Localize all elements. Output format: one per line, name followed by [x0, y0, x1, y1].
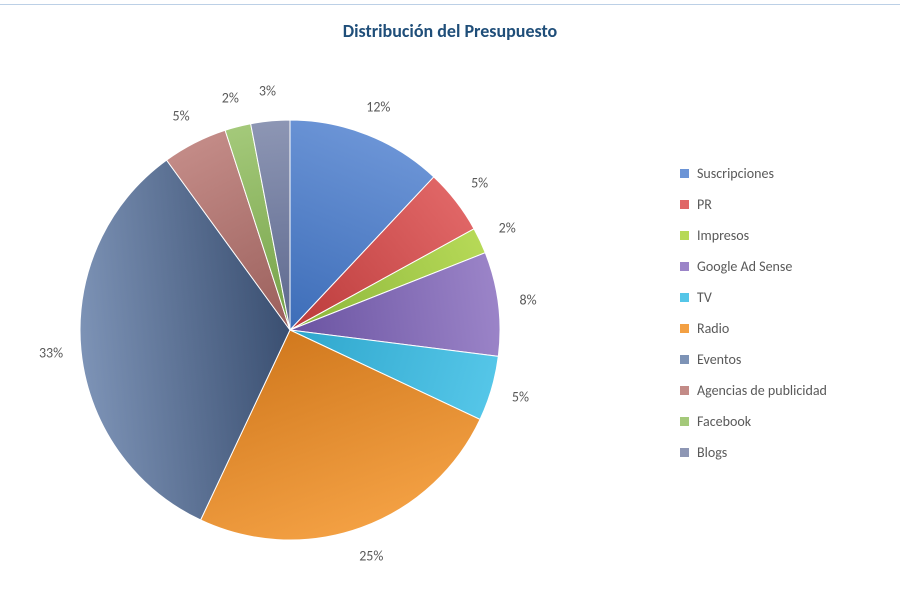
legend-swatch [680, 200, 689, 209]
legend-swatch [680, 231, 689, 240]
legend-item: Agencias de publicidad [680, 382, 827, 399]
slice-label: 5% [512, 388, 529, 405]
pie-chart [30, 70, 550, 590]
slice-label: 2% [499, 219, 516, 236]
legend-label: Blogs [697, 444, 727, 461]
legend-label: TV [697, 289, 712, 306]
legend-label: Eventos [697, 351, 741, 368]
legend-swatch [680, 262, 689, 271]
legend-item: Radio [680, 320, 827, 337]
legend-item: Eventos [680, 351, 827, 368]
slice-label: 5% [172, 108, 189, 125]
legend-swatch [680, 417, 689, 426]
legend-swatch [680, 293, 689, 302]
legend-item: Blogs [680, 444, 827, 461]
legend-swatch [680, 355, 689, 364]
legend-item: Facebook [680, 413, 827, 430]
legend-item: Google Ad Sense [680, 258, 827, 275]
legend-swatch [680, 324, 689, 333]
slice-label: 12% [366, 98, 390, 115]
legend-label: Agencias de publicidad [697, 382, 827, 399]
legend-item: Impresos [680, 227, 827, 244]
legend-swatch [680, 386, 689, 395]
slice-label: 8% [520, 291, 537, 308]
legend-label: Suscripciones [697, 165, 774, 182]
legend-label: Google Ad Sense [697, 258, 792, 275]
slice-label: 33% [39, 344, 63, 361]
slice-label: 2% [222, 89, 239, 106]
legend-item: TV [680, 289, 827, 306]
legend: Suscripciones PR Impresos Google Ad Sense TV… [680, 165, 827, 475]
slice-label: 3% [259, 83, 276, 100]
legend-label: PR [697, 196, 712, 213]
legend-label: Radio [697, 320, 729, 337]
legend-label: Impresos [697, 227, 749, 244]
legend-item: PR [680, 196, 827, 213]
chart-title: Distribución del Presupuesto [0, 20, 900, 42]
legend-swatch [680, 169, 689, 178]
legend-item: Suscripciones [680, 165, 827, 182]
top-border [0, 4, 900, 5]
legend-swatch [680, 448, 689, 457]
legend-label: Facebook [697, 413, 751, 430]
slice-label: 5% [471, 174, 488, 191]
slice-label: 25% [359, 547, 383, 564]
